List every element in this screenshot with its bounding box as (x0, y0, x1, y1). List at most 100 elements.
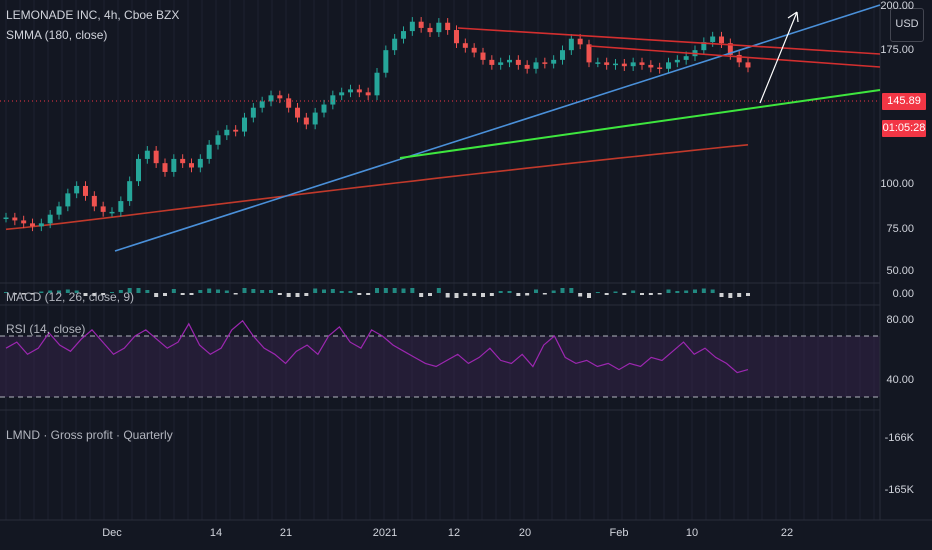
macd-bar (12, 293, 17, 295)
macd-bar (21, 293, 26, 295)
rsi-tick: 80.00 (886, 314, 914, 326)
currency-button[interactable]: USD (890, 8, 924, 42)
macd-bar (560, 288, 565, 293)
macd-bar (48, 290, 53, 293)
macd-bar (719, 293, 724, 297)
candle-body (348, 89, 353, 93)
rsi-legend: RSI (14, close) (6, 322, 86, 336)
macd-bar (392, 288, 397, 293)
candle-body (657, 67, 663, 69)
macd-bar (463, 293, 468, 296)
candle-body (648, 64, 654, 68)
candle-body (38, 223, 44, 227)
macd-bar (39, 291, 44, 293)
macd-bar (613, 291, 618, 293)
candle-body (462, 43, 468, 48)
macd-bar (136, 288, 141, 293)
macd-bar (118, 290, 123, 293)
projection-arrow (759, 11, 799, 104)
candle-body (118, 201, 124, 212)
candle-body (30, 223, 35, 227)
candle-body (74, 185, 80, 194)
macd-bar (551, 290, 556, 293)
macd-bar (171, 289, 176, 293)
macd-bar (269, 290, 273, 293)
macd-bar (631, 290, 636, 293)
candle-body (719, 36, 724, 44)
candle-body (180, 158, 186, 164)
macd-bar (525, 293, 530, 296)
macd-bar (180, 293, 185, 295)
candle-body (524, 64, 530, 69)
macd-bar (92, 293, 97, 296)
macd-bar (419, 293, 424, 297)
candle-body (162, 163, 168, 172)
macd-bar (74, 290, 79, 293)
macd-bar (542, 293, 547, 295)
smma-legend: SMMA (180, close) (6, 28, 108, 42)
candle-body (498, 62, 504, 65)
macd-bar (366, 293, 371, 295)
candle-body (277, 95, 283, 99)
price-tick: 50.00 (886, 265, 914, 277)
candle-body (312, 112, 318, 125)
candle-body (136, 158, 141, 182)
candle-body (445, 22, 451, 31)
candle-body (356, 89, 362, 93)
macd-bar (286, 293, 291, 297)
macd-legend: MACD (12, 26, close, 9) (6, 290, 135, 304)
macd-bar (207, 288, 212, 293)
macd-bar (728, 293, 733, 298)
macd-bar (604, 293, 609, 295)
candle-body (736, 54, 742, 63)
candle-body (268, 95, 274, 102)
candle-body (630, 62, 636, 67)
candle-body (666, 62, 671, 69)
candle-body (12, 217, 18, 221)
candle-body (727, 43, 733, 55)
candle-body (21, 220, 27, 224)
macd-bar (101, 293, 106, 295)
candle-body (409, 21, 415, 32)
macd-bar (110, 292, 114, 293)
currency-label: USD (895, 18, 919, 30)
candle-body (710, 36, 716, 43)
rsi-tick: 40.00 (886, 374, 914, 386)
candle-body (171, 158, 177, 172)
macd-bar (313, 288, 318, 293)
macd-bar (587, 293, 591, 298)
candle-body (533, 62, 539, 69)
macd-bar (445, 293, 450, 298)
macd-bar (569, 288, 574, 293)
candle-body (480, 52, 486, 60)
macd-histogram (4, 288, 750, 298)
time-tick: 12 (447, 527, 461, 539)
macd-bar (436, 288, 441, 293)
candle-body (259, 101, 265, 108)
macd-bar (383, 288, 388, 293)
candle-body (3, 217, 9, 220)
rsi-line (5, 319, 749, 374)
candle-body (127, 181, 133, 202)
macd-bar (675, 291, 680, 293)
macd-bar (516, 293, 521, 296)
candle-body (153, 150, 159, 164)
time-tick: 10 (685, 527, 699, 539)
macd-bar (154, 293, 159, 297)
candle-body (542, 62, 548, 64)
macd-bar (57, 290, 61, 293)
candle-body (568, 38, 574, 51)
macd-bar (640, 293, 644, 295)
macd-bar (684, 290, 689, 293)
time-tick: 21 (279, 527, 293, 539)
candle-body (189, 163, 194, 168)
candle-body (91, 195, 97, 207)
macd-bar (701, 288, 706, 293)
candle-body (242, 117, 247, 132)
candle-body (295, 107, 300, 118)
candle-body (436, 22, 442, 33)
price-tick: 175.00 (880, 44, 914, 56)
candle-body (621, 63, 627, 67)
macd-bar (375, 288, 379, 293)
